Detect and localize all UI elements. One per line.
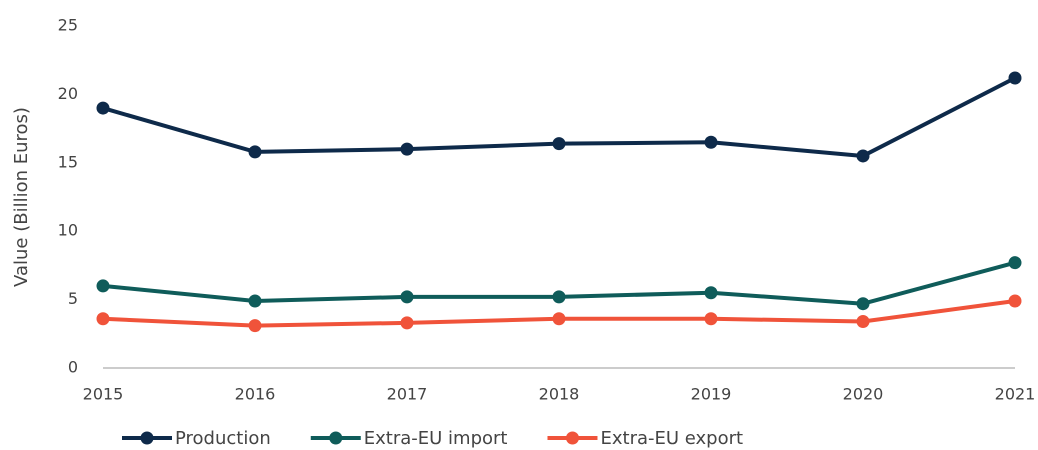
data-point [1008, 71, 1022, 85]
data-point [856, 297, 870, 311]
x-tick-label: 2016 [235, 385, 276, 404]
x-tick-label: 2018 [539, 385, 580, 404]
data-point [96, 101, 110, 115]
data-point [552, 137, 566, 151]
data-point [552, 290, 566, 304]
y-tick-label: 20 [58, 84, 78, 103]
y-tick-label: 0 [68, 358, 78, 377]
data-point [248, 319, 262, 333]
data-point [400, 142, 414, 156]
x-tick-label: 2020 [843, 385, 884, 404]
legend-marker [140, 431, 154, 445]
data-point [400, 290, 414, 304]
data-point [552, 312, 566, 326]
legend-marker [565, 431, 579, 445]
x-tick-label: 2015 [83, 385, 124, 404]
data-point [96, 312, 110, 326]
data-point [400, 316, 414, 330]
y-tick-label: 15 [58, 152, 78, 171]
y-axis-label: Value (Billion Euros) [11, 107, 32, 287]
legend-label: Extra-EU import [364, 428, 508, 449]
data-point [96, 279, 110, 293]
y-tick-label: 10 [58, 221, 78, 240]
data-point [704, 286, 718, 300]
data-point [704, 312, 718, 326]
data-point [248, 294, 262, 308]
y-tick-label: 25 [58, 16, 78, 35]
y-tick-label: 5 [68, 289, 78, 308]
data-point [1008, 256, 1022, 270]
data-point [856, 149, 870, 163]
data-point [248, 145, 262, 159]
x-tick-label: 2019 [691, 385, 732, 404]
data-point [856, 314, 870, 328]
legend-marker [329, 431, 343, 445]
legend-label: Extra-EU export [600, 428, 743, 449]
legend-label: Production [175, 428, 271, 449]
data-point [704, 135, 718, 149]
data-point [1008, 294, 1022, 308]
x-tick-label: 2017 [387, 385, 428, 404]
x-tick-label: 2021 [995, 385, 1036, 404]
